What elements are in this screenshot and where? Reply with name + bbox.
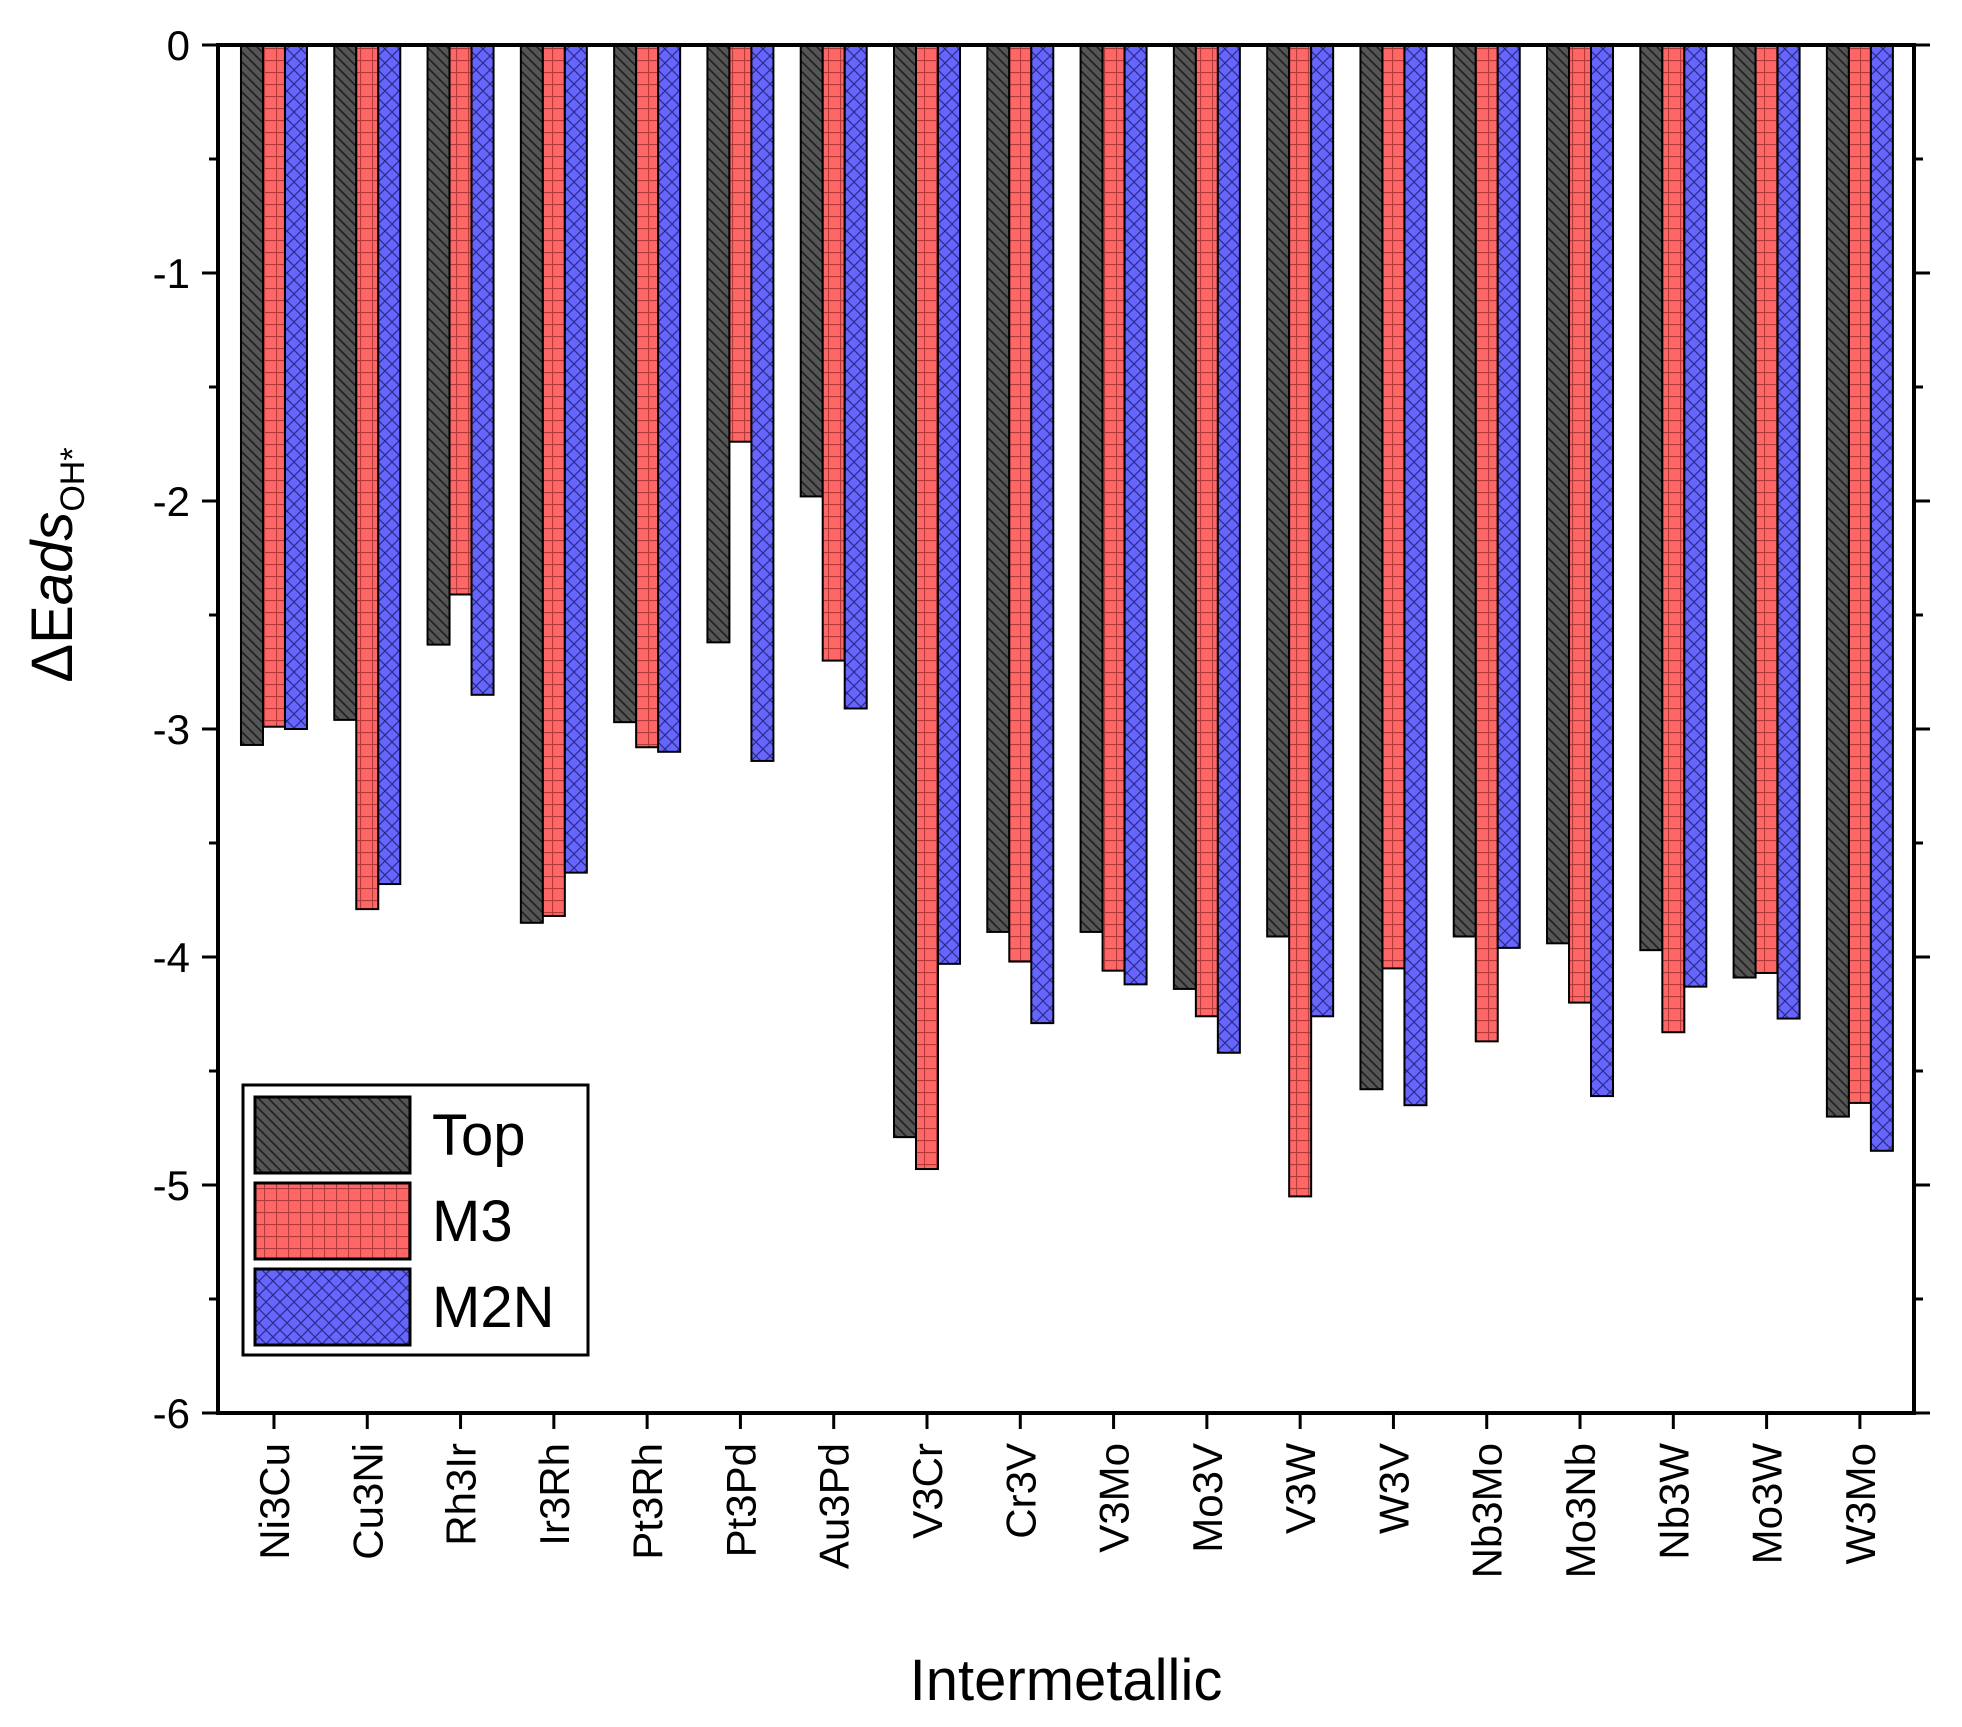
bar-m3-mo3w — [1754, 44, 1779, 974]
bar-m2n-pt3pd — [750, 44, 775, 762]
x-tick-label: W3V — [1370, 1443, 1417, 1534]
x-tick-label: Nb3W — [1650, 1443, 1697, 1560]
bar-m2n-cu3ni — [377, 44, 402, 886]
x-tick-label: W3Mo — [1837, 1443, 1884, 1564]
bar-m2n-ni3cu — [283, 44, 308, 730]
bar-m3-mo3v — [1194, 44, 1219, 1018]
legend-item-m3: M3 — [253, 1181, 513, 1261]
legend-item-top: Top — [253, 1095, 526, 1175]
bar-m2n-mo3v — [1216, 44, 1241, 1054]
bar-top-pt3pd — [706, 44, 731, 644]
x-axis-title: Intermetallic — [910, 1648, 1223, 1713]
bar-m2n-mo3nb — [1590, 44, 1615, 1098]
y-tick-label: -6 — [153, 1390, 190, 1437]
legend: Top M3 M2N — [241, 1083, 590, 1357]
bar-m3-au3pd — [821, 44, 846, 662]
bar-top-w3v — [1359, 44, 1384, 1091]
bar-m2n-v3mo — [1123, 44, 1148, 986]
bar-top-v3cr — [892, 44, 917, 1139]
x-tick-label: Mo3W — [1744, 1443, 1791, 1565]
bar-top-mo3v — [1172, 44, 1197, 990]
bar-top-mo3nb — [1546, 44, 1571, 945]
bar-top-nb3w — [1639, 44, 1664, 952]
legend-swatch-m2n — [253, 1267, 412, 1347]
x-tick-label: Au3Pd — [811, 1443, 858, 1569]
bar-m2n-nb3w — [1683, 44, 1708, 988]
bar-m3-nb3w — [1661, 44, 1686, 1034]
bar-top-v3mo — [1079, 44, 1104, 933]
bar-m3-mo3nb — [1568, 44, 1593, 1004]
bar-top-w3mo — [1825, 44, 1850, 1118]
x-tick-label: Nb3Mo — [1464, 1443, 1511, 1578]
x-tick-label: Mo3V — [1184, 1443, 1231, 1553]
bar-m2n-au3pd — [843, 44, 868, 710]
x-tick-label: V3Mo — [1091, 1443, 1138, 1553]
bar-m2n-nb3mo — [1496, 44, 1521, 949]
x-tick-label: Cr3V — [997, 1443, 1044, 1539]
bar-m2n-cr3v — [1030, 44, 1055, 1025]
bar-m2n-pt3rh — [657, 44, 682, 753]
legend-item-m2n: M2N — [253, 1267, 554, 1347]
y-axis-title-upright: E — [20, 605, 85, 644]
bar-m2n-rh3ir — [470, 44, 495, 696]
x-tick-label: Pt3Rh — [624, 1443, 671, 1560]
y-tick-label: -2 — [153, 478, 190, 525]
bar-top-cr3v — [986, 44, 1011, 933]
bar-m2n-w3v — [1403, 44, 1428, 1107]
y-tick-label: -1 — [153, 250, 190, 297]
bar-top-ir3rh — [519, 44, 544, 924]
legend-label-top: Top — [432, 1103, 526, 1168]
bar-top-cu3ni — [333, 44, 358, 721]
axes-group: 0 -1 -2 -3 -4 -5 -6 Ni3Cu Cu3Ni Rh3Ir Ir3Rh Pt3Rh Pt… — [153, 22, 1930, 1578]
bar-m3-rh3ir — [448, 44, 473, 596]
bar-m3-pt3rh — [635, 44, 660, 749]
x-tick-label: Cu3Ni — [344, 1443, 391, 1560]
bar-m3-cu3ni — [355, 44, 380, 911]
bar-top-ni3cu — [239, 44, 264, 746]
bar-m3-v3w — [1288, 44, 1313, 1198]
x-tick-label: Ir3Rh — [531, 1443, 578, 1546]
y-axis-title-italic: ads — [20, 512, 85, 606]
bar-m3-w3mo — [1847, 44, 1872, 1104]
bar-m3-cr3v — [1008, 44, 1033, 963]
bars-group — [239, 44, 1894, 1198]
x-tick-label: Ni3Cu — [251, 1443, 298, 1560]
bar-m3-w3v — [1381, 44, 1406, 970]
y-axis-title-subscript: OH* — [54, 447, 92, 511]
bar-m2n-mo3w — [1776, 44, 1801, 1020]
legend-swatch-m3 — [253, 1181, 412, 1261]
bar-m2n-v3w — [1310, 44, 1335, 1018]
bar-m3-nb3mo — [1474, 44, 1499, 1043]
x-tick-label: Rh3Ir — [438, 1443, 485, 1546]
legend-label-m2n: M2N — [432, 1275, 554, 1340]
bar-m3-pt3pd — [728, 44, 753, 443]
y-tick-label: -4 — [153, 934, 190, 981]
y-tick-label: -3 — [153, 706, 190, 753]
x-tick-label: Pt3Pd — [717, 1443, 764, 1557]
x-tick-label: Mo3Nb — [1557, 1443, 1604, 1578]
bar-top-au3pd — [799, 44, 824, 498]
x-tick-label: V3W — [1277, 1443, 1324, 1534]
bar-m2n-w3mo — [1869, 44, 1894, 1152]
y-axis-title-delta: Δ — [20, 644, 85, 683]
bar-m3-v3mo — [1101, 44, 1126, 972]
x-tick-label: V3Cr — [904, 1443, 951, 1539]
bar-top-rh3ir — [426, 44, 451, 646]
y-tick-label: 0 — [167, 22, 190, 69]
bar-m2n-ir3rh — [563, 44, 588, 874]
y-tick-label: -5 — [153, 1162, 190, 1209]
legend-label-m3: M3 — [432, 1189, 513, 1254]
bar-m2n-v3cr — [936, 44, 961, 965]
bar-m3-ni3cu — [261, 44, 286, 728]
bar-top-pt3rh — [613, 44, 638, 724]
bar-m3-ir3rh — [541, 44, 566, 917]
y-axis-title: ΔEadsOH* — [20, 447, 92, 682]
bar-top-nb3mo — [1452, 44, 1477, 938]
bar-top-mo3w — [1732, 44, 1757, 979]
bar-top-v3w — [1266, 44, 1291, 938]
legend-swatch-top — [253, 1095, 412, 1175]
bar-m3-v3cr — [914, 44, 939, 1171]
